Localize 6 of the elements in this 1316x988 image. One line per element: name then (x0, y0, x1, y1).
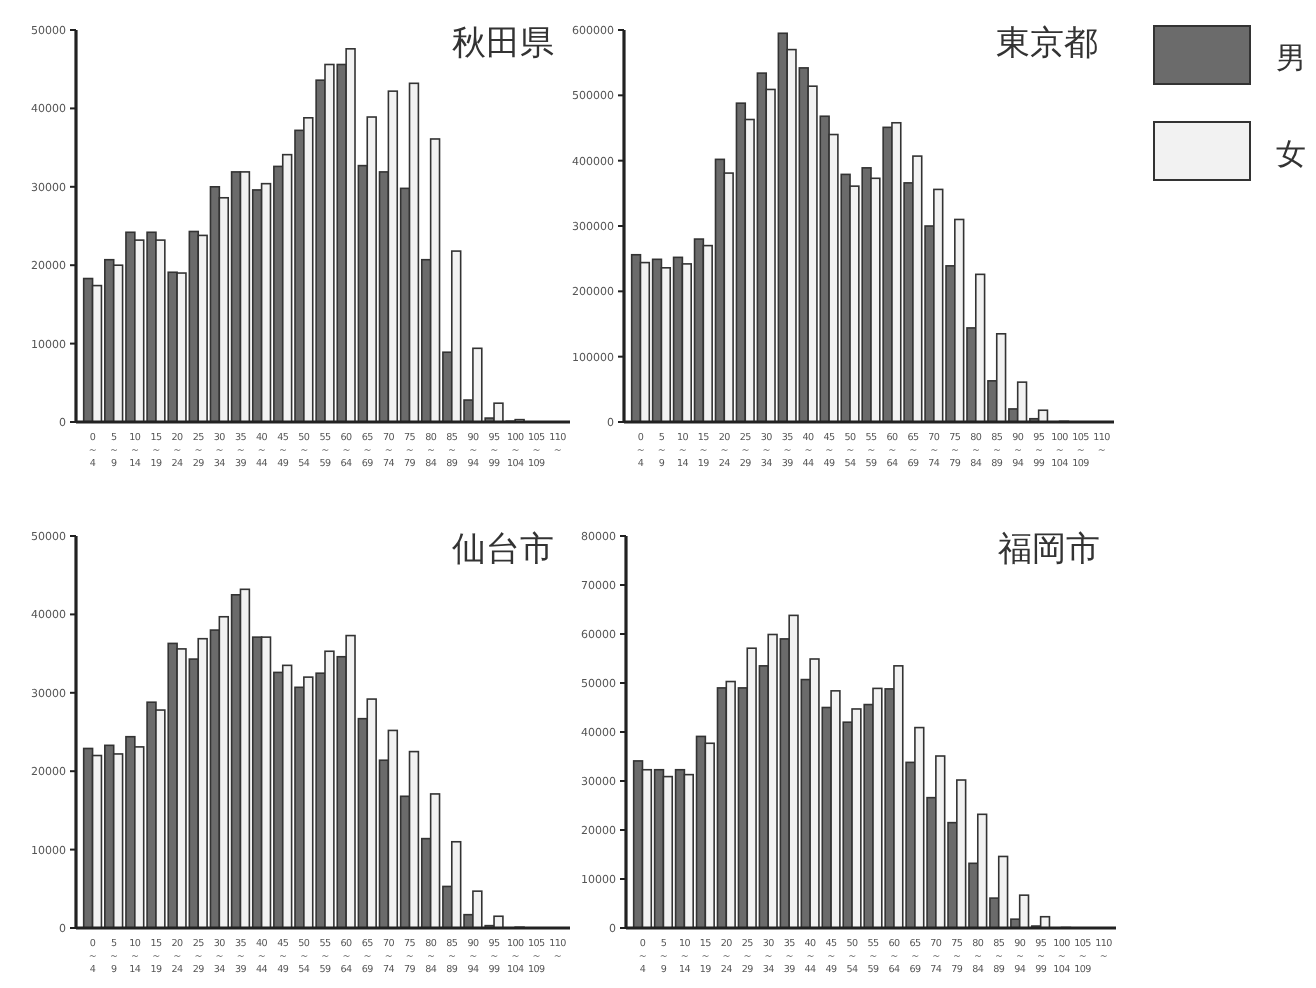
chart-title: 東京都 (996, 24, 1098, 64)
chart-title: 秋田県 (452, 24, 554, 64)
legend-label: 女 (1276, 136, 1306, 172)
chart-title: 福岡市 (998, 530, 1100, 570)
legend-label: 男 (1276, 40, 1306, 76)
chart-title: 仙台市 (452, 530, 554, 570)
